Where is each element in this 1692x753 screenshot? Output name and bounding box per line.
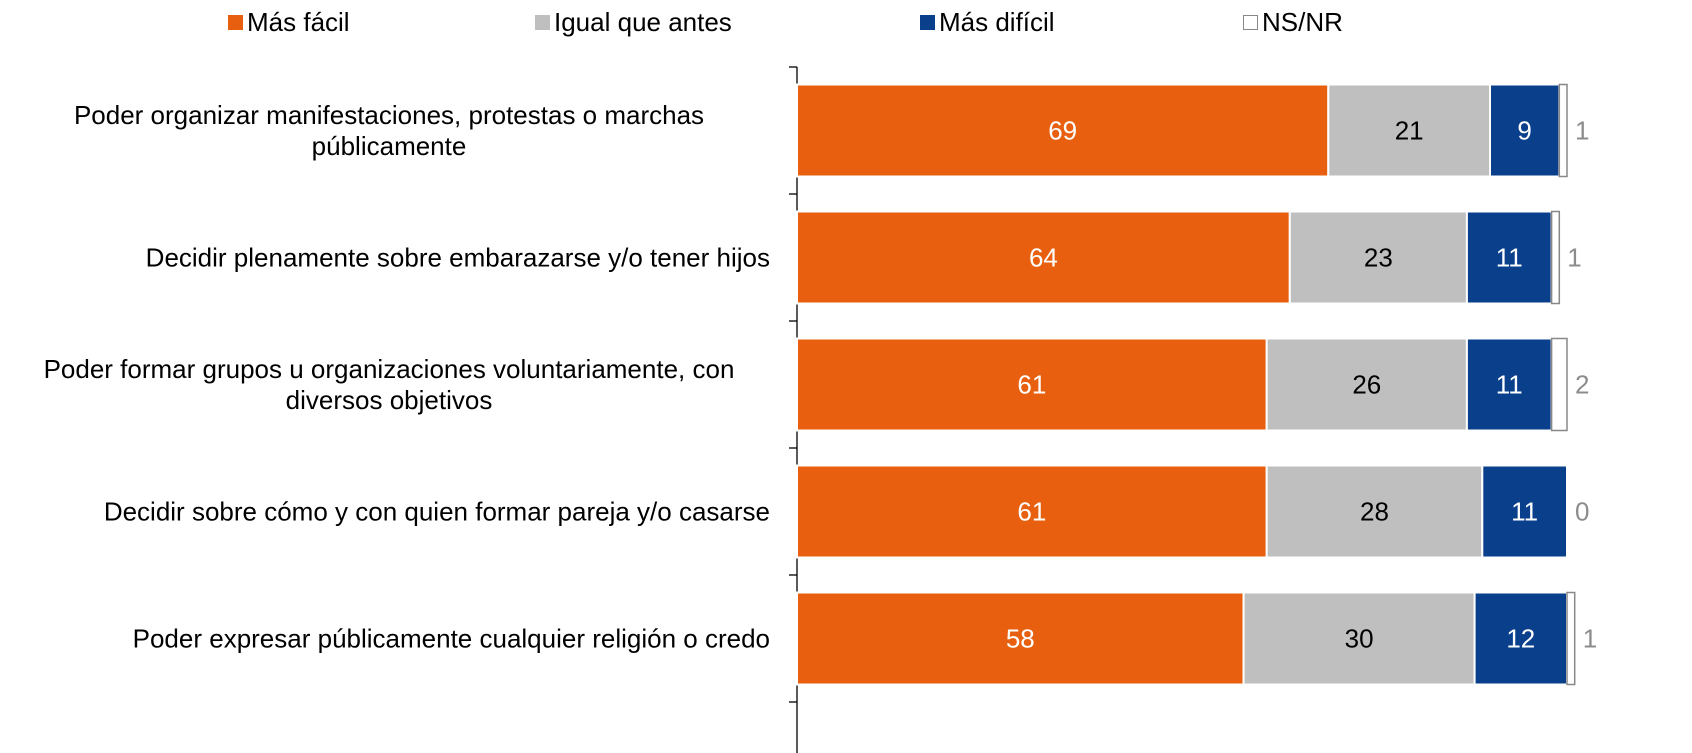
data-label: 28 — [1360, 496, 1389, 526]
data-label: 23 — [1364, 242, 1393, 272]
bar-segment — [1265, 337, 1468, 432]
bar-segment — [796, 591, 1245, 686]
bar-segment — [1550, 210, 1561, 305]
bar-segment — [1550, 337, 1568, 432]
bar-segment — [1473, 591, 1568, 686]
data-label: 69 — [1048, 115, 1077, 145]
bar-segment — [1242, 591, 1476, 686]
bar-segment — [1465, 210, 1553, 305]
data-label: 11 — [1496, 242, 1523, 272]
data-label: 1 — [1575, 115, 1589, 145]
bar-segment — [1481, 464, 1569, 559]
data-label: 64 — [1029, 242, 1058, 272]
bar-segment — [796, 210, 1291, 305]
data-label: 2 — [1575, 369, 1589, 399]
bar-segment — [796, 337, 1268, 432]
legend-item: NS/NR — [1243, 8, 1343, 36]
bar-segment — [796, 464, 1268, 559]
legend-item: Más difícil — [920, 8, 1055, 36]
bar-segment — [796, 83, 1330, 178]
legend-label: Más difícil — [939, 7, 1055, 37]
legend-item: Igual que antes — [535, 8, 732, 36]
data-label: 61 — [1017, 496, 1046, 526]
bar-segment — [1288, 210, 1468, 305]
data-label: 11 — [1511, 496, 1538, 526]
data-label: 9 — [1517, 115, 1531, 145]
bar-segment — [1265, 464, 1484, 559]
category-label: Decidir sobre cómo y con quien formar pa… — [103, 496, 770, 526]
legend-swatch — [228, 14, 243, 30]
category-label: Poder organizar manifestaciones, protest… — [73, 99, 705, 161]
legend-item: Más fácil — [228, 8, 350, 36]
category-label: Decidir plenamente sobre embarazarse y/o… — [145, 242, 770, 272]
data-label: 30 — [1345, 623, 1374, 653]
data-label: 12 — [1506, 623, 1535, 653]
legend-swatch — [1243, 14, 1258, 30]
category-label: Poder expresar públicamente cualquier re… — [132, 623, 770, 653]
category-label: Poder formar grupos u organizaciones vol… — [43, 353, 735, 415]
data-label: 11 — [1496, 369, 1523, 399]
bar-segment — [1558, 83, 1568, 178]
bar-segment — [1489, 83, 1561, 178]
legend-swatch — [920, 14, 935, 30]
data-label: 61 — [1017, 369, 1046, 399]
data-label: 1 — [1583, 623, 1597, 653]
data-label: 58 — [1006, 623, 1035, 653]
data-label: 1 — [1567, 242, 1581, 272]
bar-segment — [1327, 83, 1492, 178]
data-label: 0 — [1575, 496, 1589, 526]
bar-segment — [1566, 591, 1576, 686]
legend-label: Más fácil — [247, 7, 350, 37]
data-label: 26 — [1352, 369, 1381, 399]
legend-label: Igual que antes — [554, 7, 732, 37]
data-label: 21 — [1395, 115, 1424, 145]
legend-swatch — [535, 14, 550, 30]
legend-label: NS/NR — [1262, 7, 1343, 37]
